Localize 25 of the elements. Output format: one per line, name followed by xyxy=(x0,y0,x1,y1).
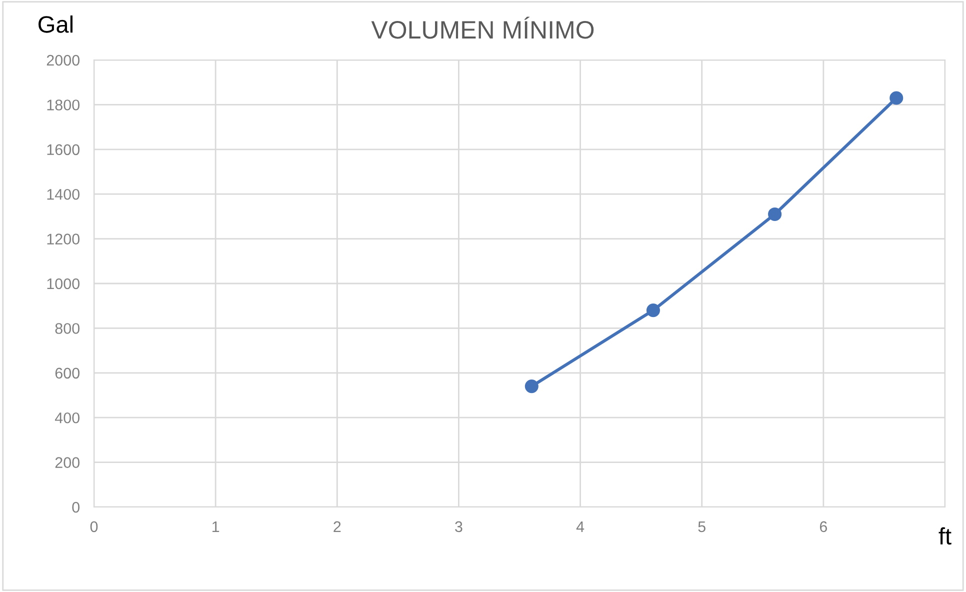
x-tick-label: 2 xyxy=(334,521,341,532)
point xyxy=(890,91,904,105)
y-tick-label: 1200 xyxy=(47,234,80,244)
y-tick-label: 1000 xyxy=(47,278,80,290)
x-tick-label: 0 xyxy=(90,521,98,532)
x-tick-label: 6 xyxy=(820,521,828,532)
point xyxy=(646,304,660,318)
x-tick-label: 4 xyxy=(576,521,584,532)
y-axis-title: Gal xyxy=(38,15,72,33)
x-tick-label: 5 xyxy=(698,521,706,532)
point xyxy=(524,380,538,394)
y-tick-label: 1400 xyxy=(47,188,80,200)
y-tick-label: 2000 xyxy=(46,54,80,66)
chart-title: VOLUMEN MÍNIMO xyxy=(371,16,594,39)
y-tick-label: 0 xyxy=(72,502,80,513)
y-tick-label: 1600 xyxy=(47,144,80,156)
x-tick-label: 1 xyxy=(212,521,220,532)
y-tick-label: 800 xyxy=(55,323,80,334)
x-axis-title: ft xyxy=(938,527,952,545)
y-tick-label: 1800 xyxy=(47,100,80,110)
y-tick-label: 200 xyxy=(55,457,80,468)
x-tick-label: 3 xyxy=(455,521,462,532)
y-tick-label: 400 xyxy=(54,412,80,424)
y-tick-label: 600 xyxy=(55,368,80,379)
point xyxy=(768,207,782,221)
